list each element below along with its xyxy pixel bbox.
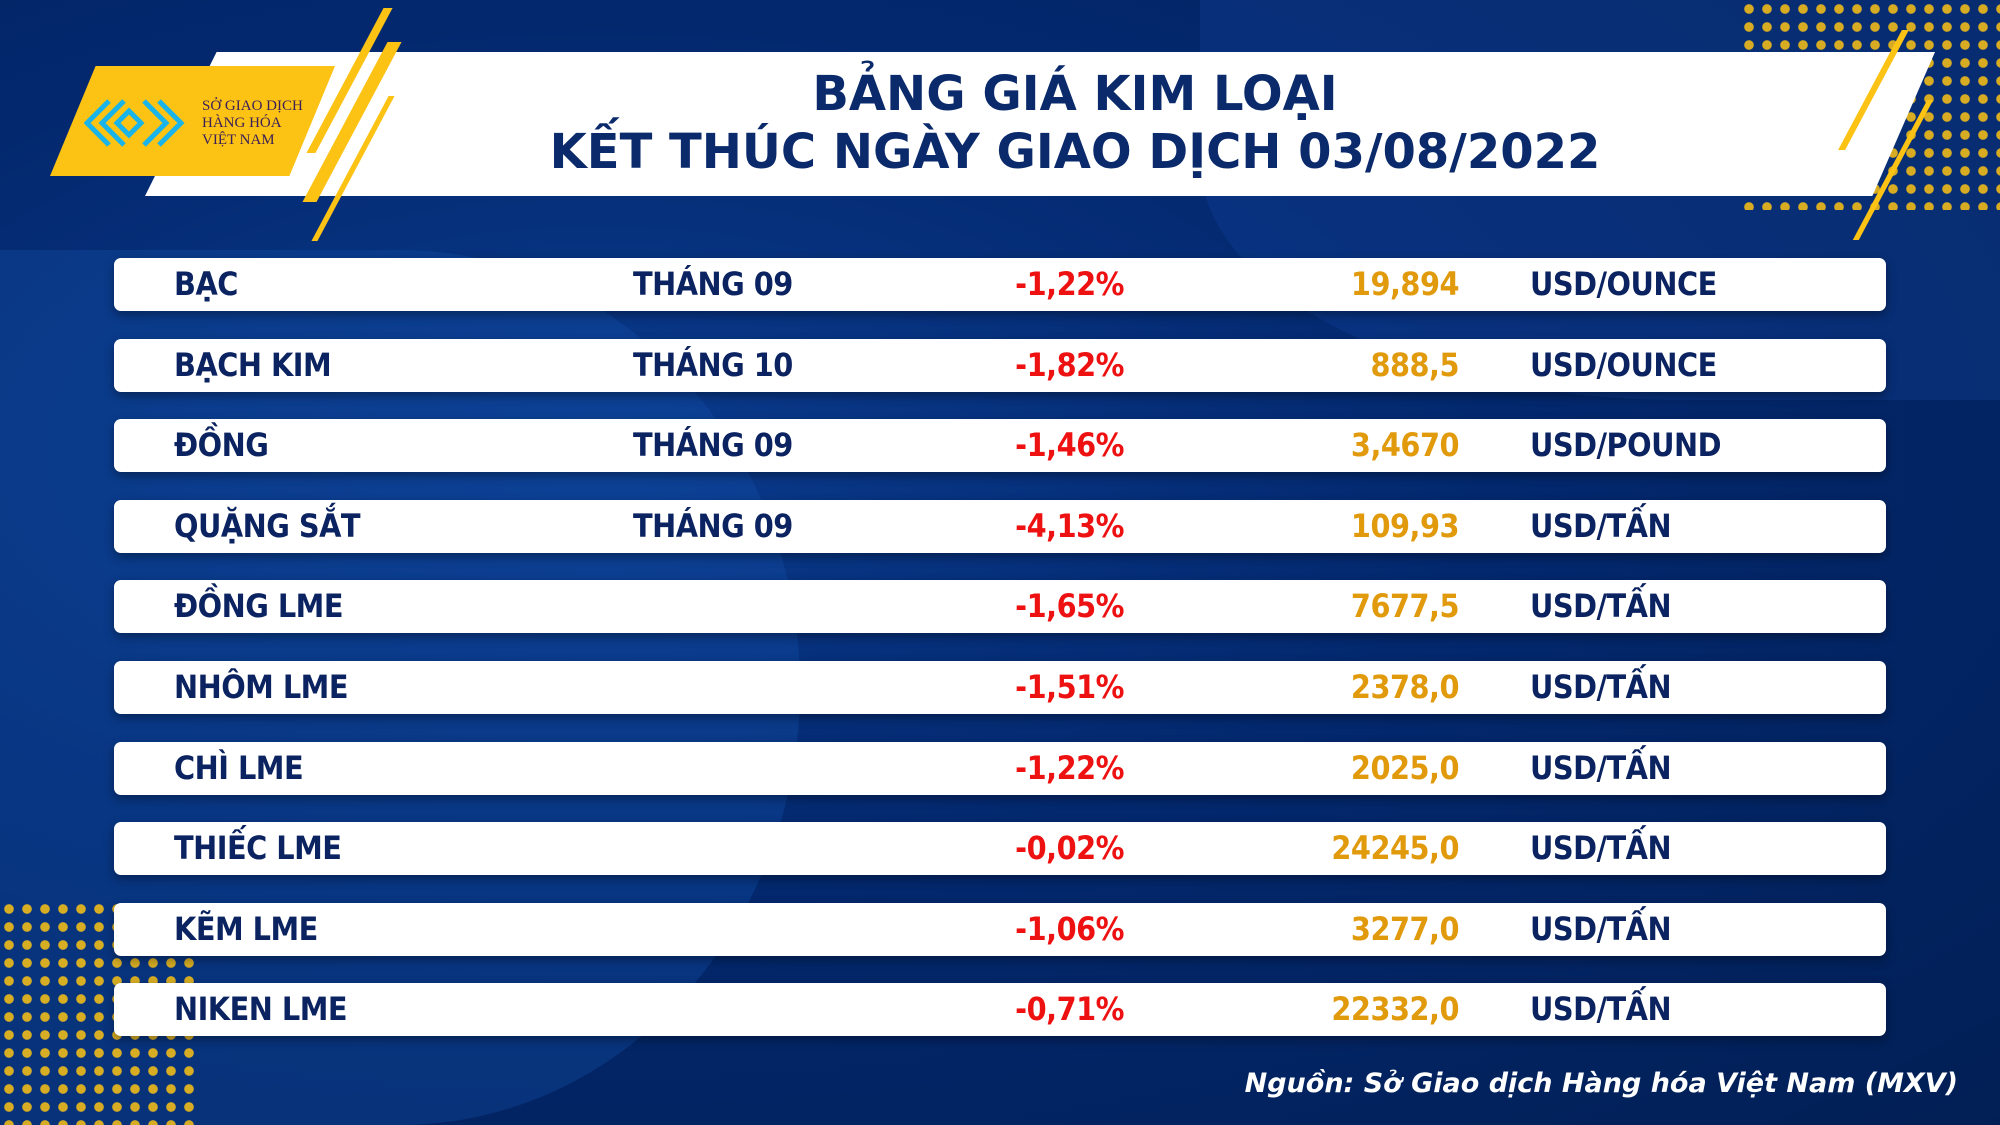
header-banner — [145, 52, 1935, 196]
table-row: NIKEN LME -0,71% 22332,0 USD/TẤN — [114, 983, 1886, 1037]
mxv-logo-icon — [84, 99, 185, 147]
metal-name: NHÔM LME — [174, 668, 349, 706]
change-percent: -1,22% — [1015, 748, 1124, 787]
table-row: CHÌ LME -1,22% 2025,0 USD/TẤN — [114, 741, 1886, 795]
table-row: ĐỒNG LME -1,65% 7677,5 USD/TẤN — [114, 580, 1886, 634]
change-percent: -1,06% — [1015, 909, 1124, 948]
price-value: 2025,0 — [1350, 748, 1460, 787]
page-title: BẢNG GIÁ KIM LOẠI — [812, 66, 1338, 122]
contract-month: THÁNG 10 — [633, 345, 793, 384]
contract-month: THÁNG 09 — [633, 265, 793, 303]
page-subtitle: KẾT THÚC NGÀY GIAO DỊCH 03/08/2022 — [549, 124, 1601, 180]
price-value: 24245,0 — [1331, 829, 1459, 868]
logo — [50, 66, 335, 176]
price-unit: USD/POUND — [1530, 426, 1721, 465]
price-value: 22332,0 — [1331, 990, 1459, 1029]
metal-name: BẠCH KIM — [174, 345, 332, 384]
change-percent: -4,13% — [1015, 506, 1124, 545]
price-value: 19,894 — [1350, 265, 1460, 303]
metal-name: ĐỒNG — [174, 426, 269, 465]
table-row: BẠCH KIM THÁNG 10 -1,82% 888,5 USD/OUNCE — [114, 338, 1886, 392]
table-row: KẼM LME -1,06% 3277,0 USD/TẤN — [114, 902, 1886, 956]
change-percent: -0,71% — [1015, 990, 1124, 1029]
price-unit: USD/TẤN — [1530, 829, 1672, 868]
source-note: Nguồn: Sở Giao dịch Hàng hóa Việt Nam (M… — [1244, 1068, 1958, 1099]
table-row: NHÔM LME -1,51% 2378,0 USD/TẤN — [114, 661, 1886, 714]
price-unit: USD/TẤN — [1530, 748, 1672, 787]
contract-month: THÁNG 09 — [633, 426, 793, 465]
price-value: 3,4670 — [1350, 426, 1460, 465]
price-value: 109,93 — [1350, 506, 1460, 545]
price-value: 2378,0 — [1350, 668, 1460, 706]
metal-name: ĐỒNG LME — [174, 587, 344, 626]
metal-name: CHÌ LME — [174, 748, 304, 787]
table-row: BẠC THÁNG 09 -1,22% 19,894 USD/OUNCE — [114, 258, 1886, 311]
contract-month: THÁNG 09 — [633, 506, 793, 545]
change-percent: -1,82% — [1015, 345, 1124, 384]
price-unit: USD/OUNCE — [1530, 265, 1717, 303]
logo-line: VIỆT NAM — [202, 132, 275, 148]
price-unit: USD/TẤN — [1530, 668, 1672, 706]
table-row: QUẶNG SẮT THÁNG 09 -4,13% 109,93 USD/TẤN — [114, 499, 1886, 553]
change-percent: -1,65% — [1015, 587, 1124, 626]
metal-name: NIKEN LME — [174, 990, 348, 1029]
price-unit: USD/TẤN — [1530, 990, 1672, 1029]
metal-name: BẠC — [174, 265, 238, 303]
change-percent: -1,22% — [1015, 265, 1124, 303]
metal-name: THIẾC LME — [174, 829, 342, 868]
price-unit: USD/TẤN — [1530, 587, 1672, 626]
metal-name: KẼM LME — [174, 909, 318, 948]
table-row: THIẾC LME -0,02% 24245,0 USD/TẤN — [114, 822, 1886, 876]
metal-name: QUẶNG SẮT — [174, 506, 361, 545]
price-unit: USD/OUNCE — [1530, 345, 1717, 384]
logo-line: SỞ GIAO DỊCH — [202, 98, 303, 114]
change-percent: -1,51% — [1015, 668, 1124, 706]
price-unit: USD/TẤN — [1530, 506, 1672, 545]
change-percent: -1,46% — [1015, 426, 1124, 465]
change-percent: -0,02% — [1015, 829, 1124, 868]
price-value: 3277,0 — [1350, 909, 1460, 948]
price-value: 7677,5 — [1350, 587, 1460, 626]
logo-text: SỞ GIAO DỊCH HÀNG HÓA VIỆT NAM — [202, 98, 303, 149]
logo-line: HÀNG HÓA — [202, 115, 282, 131]
price-unit: USD/TẤN — [1530, 909, 1672, 948]
price-value: 888,5 — [1370, 345, 1459, 384]
table-row: ĐỒNG THÁNG 09 -1,46% 3,4670 USD/POUND — [114, 419, 1886, 473]
